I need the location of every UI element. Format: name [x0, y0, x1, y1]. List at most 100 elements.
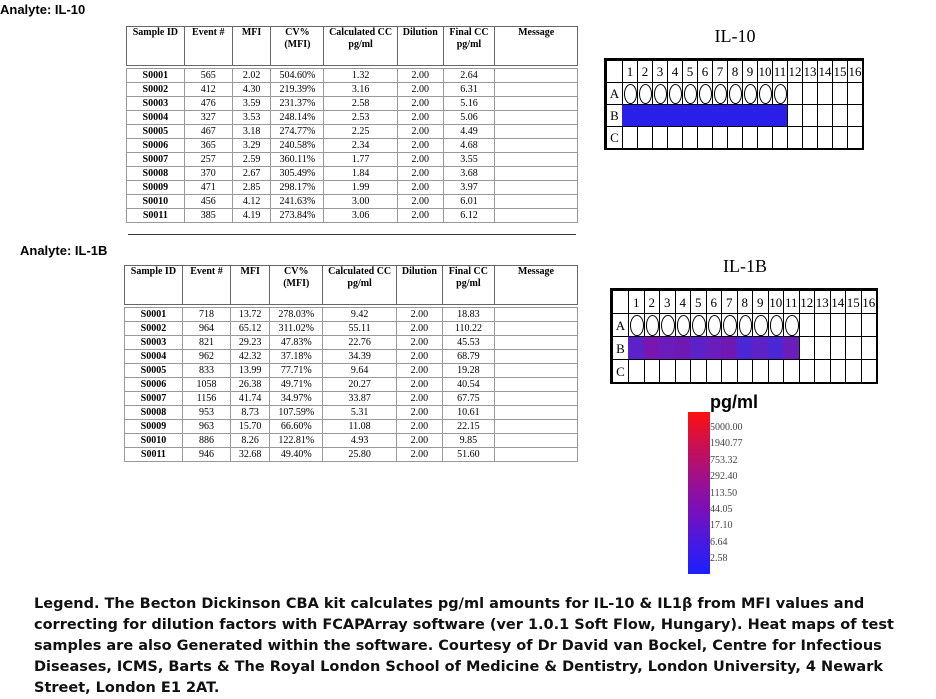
- table-cell: S0001: [124, 307, 183, 322]
- table-cell: S0002: [126, 82, 185, 97]
- table-cell: 42.32: [230, 349, 271, 364]
- table-cell: 3.97: [442, 180, 496, 195]
- well-circle: [769, 315, 783, 336]
- plate-well-cell: [628, 359, 644, 382]
- well-circle: [699, 84, 712, 104]
- table-cell: 13.99: [230, 363, 271, 378]
- plate-well-cell: [757, 104, 772, 126]
- table-cell: 2.00: [395, 433, 443, 448]
- colorscale-bar: [688, 412, 710, 574]
- table-row: S0006 365 3.29 240.58% 2.34 2.00 4.68: [126, 138, 578, 153]
- plate-title-il10: IL-10: [714, 26, 756, 46]
- plate-well-cell: [860, 336, 876, 359]
- plate-column-label: 3: [659, 290, 675, 313]
- table-cell: 327: [183, 110, 233, 125]
- colorscale-tick-label: 6.64: [710, 536, 728, 548]
- table-cell: 2.00: [396, 208, 444, 223]
- column-header: Message: [493, 265, 579, 305]
- plate-well-cell: [637, 104, 652, 126]
- plate-well-cell: [721, 336, 737, 359]
- table-cell: 278.03%: [269, 307, 324, 322]
- table-cell: S0008: [126, 166, 185, 181]
- table-cell: [493, 363, 579, 378]
- table-cell: 963: [181, 419, 232, 434]
- plate-well-cell: [697, 126, 712, 148]
- table-cell: 298.17%: [270, 180, 325, 195]
- table-cell: [493, 433, 579, 448]
- plate-title-il1b: IL-1B: [723, 256, 767, 276]
- column-header: MFI: [230, 265, 271, 305]
- well-circle: [785, 315, 799, 336]
- plate-well-cell: [727, 104, 742, 126]
- well-circle: [744, 84, 757, 104]
- table-cell: 2.25: [323, 124, 398, 139]
- table-row: S0002 412 4.30 219.39% 3.16 2.00 6.31: [126, 82, 578, 97]
- table-cell: [494, 110, 578, 125]
- plate-well-cell: [814, 313, 830, 336]
- table-cell: 8.26: [230, 433, 271, 448]
- table-cell: [493, 321, 579, 336]
- table-cell: 471: [183, 180, 233, 195]
- plate-column-label: 10: [757, 60, 772, 82]
- table-cell: 29.23: [230, 335, 271, 350]
- table-cell: 3.18: [231, 124, 272, 139]
- plate-well-cell: [727, 82, 742, 104]
- table-row: S0006 1058 26.38 49.71% 20.27 2.00 40.54: [124, 377, 579, 392]
- results-table-il10: Sample ID Event # MFI CV% (MFI) Calculated C…: [126, 26, 578, 223]
- table-cell: 2.02: [231, 68, 272, 83]
- table-cell: 2.00: [395, 405, 443, 420]
- well-circle: [723, 315, 737, 336]
- table-cell: 22.76: [322, 335, 397, 350]
- plate-column-label: 11: [772, 60, 787, 82]
- plate-well-cell: [637, 126, 652, 148]
- plate-well-cell: [860, 313, 876, 336]
- table-cell: 2.00: [395, 349, 443, 364]
- table-cell: 467: [183, 124, 233, 139]
- column-header: CV% (MFI): [270, 26, 325, 66]
- plate-well-cell: [757, 82, 772, 104]
- table-cell: 33.87: [322, 391, 397, 406]
- table-cell: S0003: [124, 335, 183, 350]
- table-cell: 504.60%: [270, 68, 325, 83]
- plate-column-label: 4: [674, 290, 690, 313]
- table-cell: 2.00: [395, 321, 443, 336]
- plate-well-cell: [783, 359, 799, 382]
- plate-well-cell: [767, 313, 783, 336]
- well-circle: [661, 315, 675, 336]
- plate-column-label: 16: [860, 290, 876, 313]
- plate-well-cell: [697, 104, 712, 126]
- plate-well-cell: [817, 126, 832, 148]
- table-cell: 11.08: [322, 419, 397, 434]
- table-cell: 3.06: [323, 208, 398, 223]
- table-cell: S0010: [124, 433, 183, 448]
- well-circle: [729, 84, 742, 104]
- table-cell: 107.59%: [269, 405, 324, 420]
- table-cell: 305.49%: [270, 166, 325, 181]
- table-cell: [493, 419, 579, 434]
- table-cell: 9.42: [322, 307, 397, 322]
- table-cell: 34.39: [322, 349, 397, 364]
- plate-column-label: 1: [622, 60, 637, 82]
- table-row: S0003 476 3.59 231.37% 2.58 2.00 5.16: [126, 96, 578, 111]
- plate-well-cell: [787, 126, 802, 148]
- plate-well-cell: [622, 82, 637, 104]
- table-row: S0002 964 65.12 311.02% 55.11 2.00 110.22: [124, 321, 579, 336]
- table-cell: 3.55: [442, 152, 496, 167]
- plate-column-label: 14: [817, 60, 832, 82]
- table-cell: 65.12: [230, 321, 271, 336]
- table-row: S0010 886 8.26 122.81% 4.93 2.00 9.85: [124, 433, 579, 448]
- plate-column-label: 16: [847, 60, 862, 82]
- well-circle: [639, 84, 652, 104]
- plate-well-cell: [752, 336, 768, 359]
- plate-well-cell: [814, 359, 830, 382]
- table-cell: 49.71%: [269, 377, 324, 392]
- table-cell: S0003: [126, 96, 185, 111]
- plate-column-label: 1: [628, 290, 644, 313]
- plate-column-label: 14: [829, 290, 845, 313]
- well-circle: [624, 84, 637, 104]
- table-cell: S0011: [124, 447, 183, 462]
- table-cell: S0006: [126, 138, 185, 153]
- table-cell: [493, 391, 579, 406]
- plate-well-cell: [659, 359, 675, 382]
- plate-well-cell: [772, 82, 787, 104]
